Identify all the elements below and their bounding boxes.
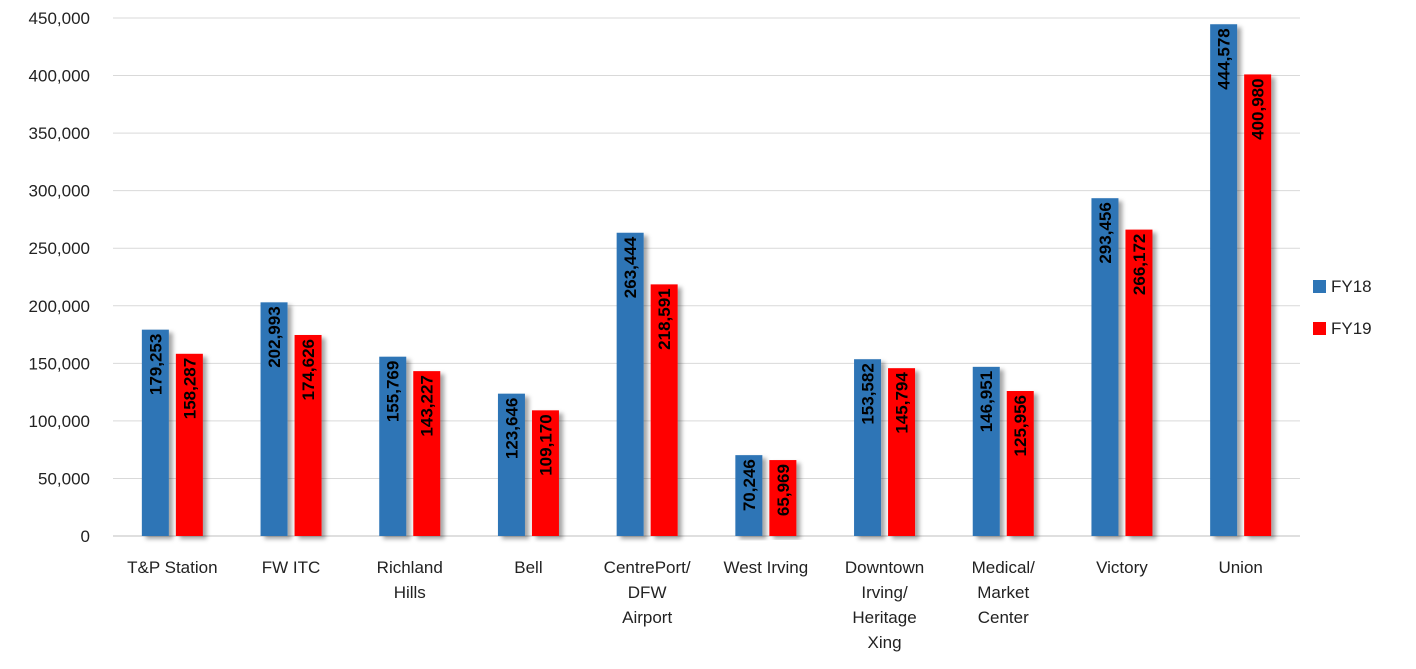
- x-category-label: FW ITC: [262, 558, 321, 577]
- legend-label-fy19: FY19: [1331, 319, 1372, 338]
- y-tick-label: 100,000: [29, 412, 90, 431]
- legend-swatch-fy19: [1313, 322, 1326, 335]
- x-category-label: Medical/Market Center: [972, 558, 1036, 627]
- bar-fy18: [735, 455, 763, 536]
- y-tick-label: 200,000: [29, 297, 90, 316]
- bar-fy19: [1125, 229, 1153, 537]
- bar-data-label: 202,993: [265, 306, 284, 367]
- x-category-label-line: Xing: [868, 633, 902, 652]
- bar-data-label: 158,287: [180, 358, 199, 419]
- bar-fy18: [972, 366, 1000, 536]
- bar-data-label: 125,956: [1011, 395, 1030, 456]
- bar-fy19: [413, 371, 441, 536]
- x-category-label-line: T&P Station: [127, 558, 217, 577]
- bar-fy19: [769, 460, 797, 536]
- x-category-label-line: Victory: [1096, 558, 1148, 577]
- x-category-label-line: Richland: [377, 558, 443, 577]
- gridlines: [113, 17, 1300, 537]
- x-category-label: T&P Station: [127, 558, 217, 577]
- bar-fy18: [1210, 24, 1238, 536]
- y-tick-label: 250,000: [29, 239, 90, 258]
- x-category-label-line: FW ITC: [262, 558, 321, 577]
- x-category-label-line: Medical/: [972, 558, 1036, 577]
- bar-data-label: 155,769: [384, 361, 403, 422]
- bars: 179,253 158,287 202,993 174,626 155,769 143,2…: [141, 24, 1272, 537]
- bar-fy18: [141, 329, 169, 536]
- bar-data-label: 400,980: [1249, 78, 1268, 139]
- x-category-label: Victory: [1096, 558, 1148, 577]
- bar-data-label: 145,794: [893, 372, 912, 434]
- legend: FY18 FY19: [1313, 277, 1372, 338]
- bar-fy19: [888, 368, 916, 536]
- legend-swatch-fy18: [1313, 280, 1326, 293]
- bar-fy18: [260, 302, 288, 536]
- y-axis: 0 50,000 100,000 150,000 200,000 250,000 300,0…: [29, 9, 90, 546]
- bar-fy19: [531, 410, 559, 536]
- x-category-label-line: Heritage: [852, 608, 916, 627]
- bar-fy19: [650, 284, 678, 536]
- bar-data-label: 123,646: [502, 398, 521, 459]
- bar-fy19: [1006, 391, 1034, 536]
- x-category-label-line: Market: [977, 583, 1029, 602]
- x-category-label: CentrePort/DFW Airport: [604, 558, 691, 627]
- x-category-label-line: Airport: [622, 608, 672, 627]
- x-axis: T&P Station FW ITC Richland Hills Bell Centre…: [127, 558, 1263, 652]
- x-category-label: Union: [1218, 558, 1262, 577]
- bar-data-label: 146,951: [977, 371, 996, 432]
- y-tick-label: 350,000: [29, 124, 90, 143]
- bar-fy19: [294, 334, 322, 536]
- x-category-label-line: Bell: [514, 558, 542, 577]
- x-category-label: Downtown Irving/Heritage Xing: [845, 558, 924, 652]
- x-category-label-line: DFW: [628, 583, 667, 602]
- bar-data-label: 174,626: [299, 339, 318, 400]
- bar-data-label: 70,246: [740, 459, 759, 511]
- bar-data-label: 218,591: [655, 288, 674, 349]
- y-tick-label: 300,000: [29, 182, 90, 201]
- bar-fy18: [616, 232, 644, 536]
- bar-data-label: 65,969: [774, 464, 793, 516]
- x-category-label-line: Irving/: [861, 583, 908, 602]
- bar-data-label: 179,253: [146, 334, 165, 395]
- bar-data-label: 293,456: [1096, 202, 1115, 263]
- x-category-label: Bell: [514, 558, 542, 577]
- legend-label-fy18: FY18: [1331, 277, 1372, 296]
- bar-data-label: 444,578: [1215, 28, 1234, 89]
- bar-fy19: [1244, 74, 1272, 537]
- bar-fy18: [854, 359, 882, 536]
- x-category-label-line: Center: [978, 608, 1029, 627]
- x-category-label-line: Hills: [394, 583, 426, 602]
- x-category-label-line: Downtown: [845, 558, 924, 577]
- bar-data-label: 266,172: [1130, 234, 1149, 295]
- x-category-label: West Irving: [723, 558, 808, 577]
- bar-data-label: 153,582: [859, 363, 878, 424]
- bar-fy18: [497, 393, 525, 536]
- y-tick-label: 400,000: [29, 67, 90, 86]
- x-category-label: Richland Hills: [377, 558, 443, 602]
- bar-fy19: [175, 353, 203, 536]
- y-tick-label: 450,000: [29, 9, 90, 28]
- y-tick-label: 0: [81, 527, 90, 546]
- bar-fy18: [379, 356, 407, 536]
- y-tick-label: 50,000: [38, 469, 90, 488]
- y-tick-label: 150,000: [29, 354, 90, 373]
- bar-data-label: 143,227: [418, 375, 437, 436]
- x-category-label-line: CentrePort/: [604, 558, 691, 577]
- bar-data-label: 109,170: [536, 414, 555, 475]
- bar-data-label: 263,444: [621, 236, 640, 298]
- bar-fy18: [1091, 198, 1119, 537]
- x-category-label-line: Union: [1218, 558, 1262, 577]
- x-category-label-line: West Irving: [723, 558, 808, 577]
